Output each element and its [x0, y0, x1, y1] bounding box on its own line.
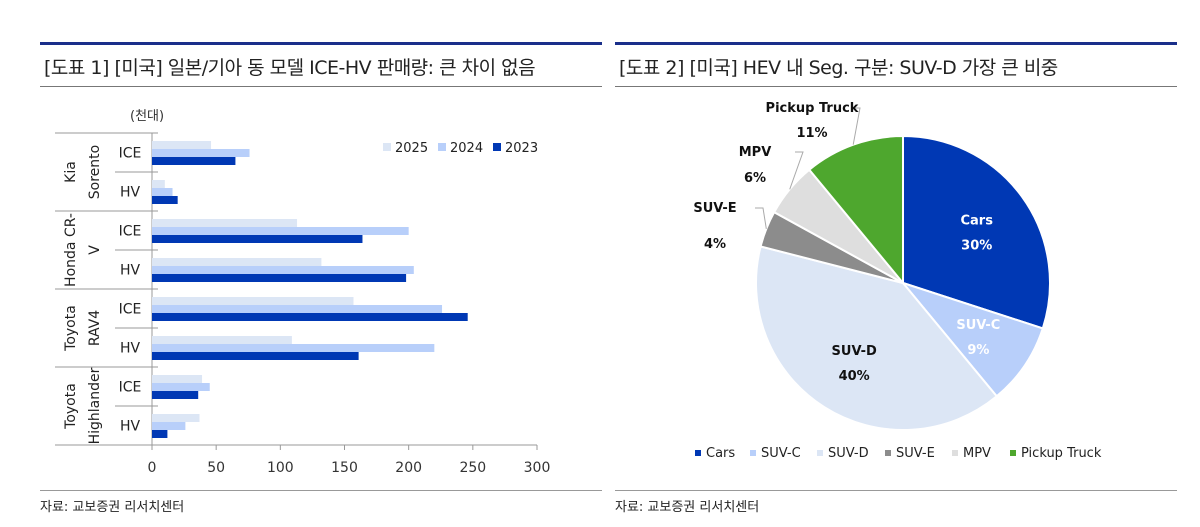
bar-2023	[152, 391, 199, 399]
group-label: Kia	[63, 161, 79, 183]
slice-value-label: 30%	[961, 238, 992, 253]
category-label: ICE	[119, 224, 142, 240]
slice-value-label: 11%	[796, 126, 827, 141]
legend-swatch-2025	[383, 143, 391, 151]
bar-2023	[152, 352, 359, 360]
bar-2024	[152, 344, 435, 352]
legend-swatch	[750, 450, 756, 456]
legend-label: 2025	[395, 141, 428, 156]
pie-slice	[807, 134, 904, 286]
bar-2024	[152, 227, 409, 235]
legend-label: MPV	[963, 446, 991, 461]
slice-name-label: Pickup Truck	[766, 101, 859, 116]
bar-2025	[152, 414, 200, 422]
slice-value-label: 40%	[839, 369, 870, 384]
legend-swatch	[952, 450, 958, 456]
legend-swatch	[1010, 450, 1016, 456]
legend-label: Cars	[706, 446, 735, 461]
bar-2025	[152, 336, 292, 344]
pie-slice	[900, 280, 1045, 398]
pie-slice	[902, 134, 1051, 330]
legend-label: SUV-D	[828, 446, 869, 461]
category-label: ICE	[119, 302, 142, 318]
group-label: RAV4	[87, 310, 103, 346]
x-tick-label: 100	[267, 460, 294, 476]
legend-label: SUV-C	[761, 446, 801, 461]
group-label: Honda CR-	[63, 213, 79, 287]
slice-name-label: SUV-E	[693, 201, 736, 216]
source-right: 자료: 교보증권 리서치센터	[615, 490, 1177, 515]
bar-2024	[152, 422, 186, 430]
bar-2025	[152, 180, 165, 188]
x-tick-label: 50	[207, 460, 225, 476]
legend-swatch-2023	[493, 143, 501, 151]
bar-2025	[152, 219, 298, 227]
slice-value-label: 9%	[967, 343, 989, 358]
bar-2023	[152, 235, 363, 243]
bar-2024	[152, 266, 414, 274]
bar-2025	[152, 375, 203, 383]
bar-2025	[152, 141, 212, 149]
legend-label: 2024	[450, 141, 483, 156]
bar-2024	[152, 188, 173, 196]
x-tick-label: 250	[459, 460, 486, 476]
x-tick-label: 0	[148, 460, 157, 476]
bar-2023	[152, 274, 407, 282]
category-label: HV	[120, 185, 141, 201]
x-tick-label: 150	[331, 460, 358, 476]
group-label: Toyota	[63, 383, 79, 430]
bar-2025	[152, 297, 354, 305]
bar-2024	[152, 305, 443, 313]
chart-title-right: [도표 2] [미국] HEV 내 Seg. 구분: SUV-D 가장 큰 비중	[615, 45, 1177, 87]
x-tick-label: 200	[395, 460, 422, 476]
category-label: HV	[120, 263, 141, 279]
bar-2023	[152, 430, 168, 438]
legend-swatch	[695, 450, 701, 456]
unit-label: (천대)	[130, 109, 164, 124]
legend-label: SUV-E	[896, 446, 935, 461]
slice-name-label: SUV-C	[956, 318, 1000, 333]
group-label: Sorento	[87, 145, 103, 199]
group-label: Highlander	[87, 367, 103, 444]
leader-line	[789, 151, 804, 190]
leader-line	[852, 107, 861, 145]
bar-2023	[152, 196, 178, 204]
slice-value-label: 6%	[744, 171, 766, 186]
leader-line	[755, 207, 767, 229]
group-label: V	[87, 245, 103, 255]
bar-2024	[152, 149, 250, 157]
bar-chart: (천대) 0 50 100 150 200 250 300 Kia Sorento ICE HV Hon…	[55, 109, 551, 476]
legend-swatch	[885, 450, 891, 456]
legend-swatch-2024	[438, 143, 446, 151]
bar-2023	[152, 313, 468, 321]
category-label: ICE	[119, 380, 142, 396]
bar-2023	[152, 157, 236, 165]
slice-value-label: 4%	[704, 237, 726, 252]
category-label: HV	[120, 341, 141, 357]
bar-2025	[152, 258, 322, 266]
source-left: 자료: 교보증권 리서치센터	[40, 490, 602, 515]
category-label: ICE	[119, 146, 142, 162]
right-panel: [도표 2] [미국] HEV 내 Seg. 구분: SUV-D 가장 큰 비중	[615, 42, 1177, 87]
slice-name-label: Cars	[960, 213, 993, 228]
group-label: Toyota	[63, 305, 79, 352]
x-tick-label: 300	[524, 460, 551, 476]
left-panel: [도표 1] [미국] 일본/기아 동 모델 ICE-HV 판매량: 큰 차이 …	[40, 42, 602, 87]
bar-2024	[152, 383, 210, 391]
chart-title-left: [도표 1] [미국] 일본/기아 동 모델 ICE-HV 판매량: 큰 차이 …	[40, 45, 602, 87]
legend-swatch	[817, 450, 823, 456]
legend-label: Pickup Truck	[1021, 446, 1102, 461]
category-label: HV	[120, 419, 141, 435]
slice-name-label: SUV-D	[832, 344, 877, 359]
pie-chart: Cars 30% SUV-C 9% SUV-D 40% SUV-E 4% MPV 6% Pickup…	[693, 101, 1102, 461]
slice-name-label: MPV	[739, 145, 772, 160]
pie-slice	[755, 245, 999, 431]
legend-label: 2023	[505, 141, 538, 156]
